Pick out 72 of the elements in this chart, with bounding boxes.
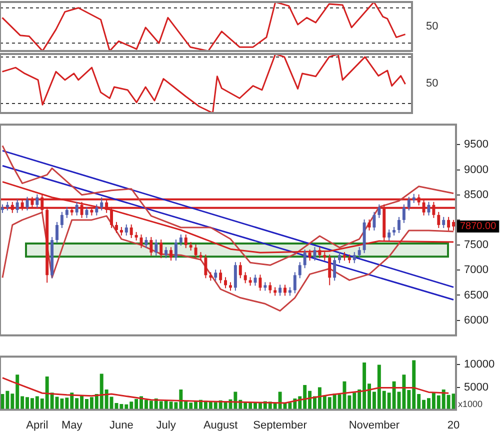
candlestick [144, 236, 148, 249]
x-tick-label: June [110, 419, 134, 432]
candlestick [293, 272, 296, 294]
x-tick-label: April [26, 419, 48, 432]
x-tick-label: September [253, 419, 308, 432]
candlestick [388, 229, 391, 242]
candlestick [238, 262, 242, 279]
x-tick-label: August [203, 419, 238, 432]
candlestick [402, 204, 406, 224]
candlestick [65, 206, 68, 218]
y-tick-label: 6500 [464, 289, 488, 302]
candlestick [284, 284, 286, 296]
candlestick [164, 246, 168, 259]
candlestick [224, 276, 228, 289]
candlestick [352, 252, 356, 264]
text: x1000 [458, 398, 483, 409]
candlestick [174, 239, 178, 262]
candlestick [372, 211, 376, 231]
x-tick-label: 20 [447, 419, 460, 432]
candlestick [268, 282, 272, 294]
candlestick [338, 252, 342, 264]
text: 50 [426, 78, 438, 90]
candlestick [56, 221, 58, 244]
y-tick-label: 5000 [464, 381, 488, 394]
candlestick [160, 239, 163, 259]
candlestick [194, 244, 198, 259]
candlestick [154, 239, 158, 256]
candlestick [244, 272, 247, 284]
candlestick [358, 246, 361, 259]
candlestick [130, 224, 133, 239]
text: 50 [426, 20, 438, 33]
candlestick [95, 204, 98, 216]
candlestick [234, 262, 237, 292]
candlestick [60, 211, 64, 228]
candlestick [204, 254, 208, 279]
y-tick-label: 9000 [464, 164, 488, 176]
candlestick [328, 254, 332, 286]
candlestick [333, 256, 336, 282]
candlestick [407, 196, 410, 211]
candlestick [412, 193, 416, 204]
x-tick-label: November [348, 419, 400, 432]
y-tick-label: 8500 [464, 188, 488, 201]
candlestick [298, 262, 302, 279]
candlestick [447, 216, 450, 231]
y-tick-label: 9500 [464, 138, 488, 151]
candlestick [214, 269, 218, 282]
candlestick [452, 219, 456, 231]
candlestick [36, 194, 39, 208]
x-tick-label: July [156, 419, 176, 432]
candlestick [258, 274, 262, 292]
candlestick [184, 234, 188, 249]
candlestick [378, 204, 381, 218]
text: 7870.00 [460, 221, 497, 232]
candlestick [75, 201, 78, 216]
candlestick [16, 198, 19, 214]
candlestick [442, 216, 446, 228]
x-tick-label: May [61, 419, 83, 432]
candlestick [278, 284, 282, 296]
candlestick [437, 211, 440, 228]
candlestick [150, 236, 153, 256]
candlestick [124, 224, 128, 236]
candlestick [114, 221, 118, 234]
y-tick-label: 10000 [464, 358, 495, 371]
candlestick [170, 246, 172, 262]
candlestick [398, 216, 400, 234]
candlestick [303, 249, 306, 269]
y-tick-label: 7000 [464, 264, 488, 276]
y-tick-label: 6000 [464, 314, 488, 326]
y-tick-label: 7500 [464, 239, 488, 252]
candlestick [100, 196, 104, 211]
candlestick [179, 234, 182, 246]
candlestick [219, 269, 222, 284]
